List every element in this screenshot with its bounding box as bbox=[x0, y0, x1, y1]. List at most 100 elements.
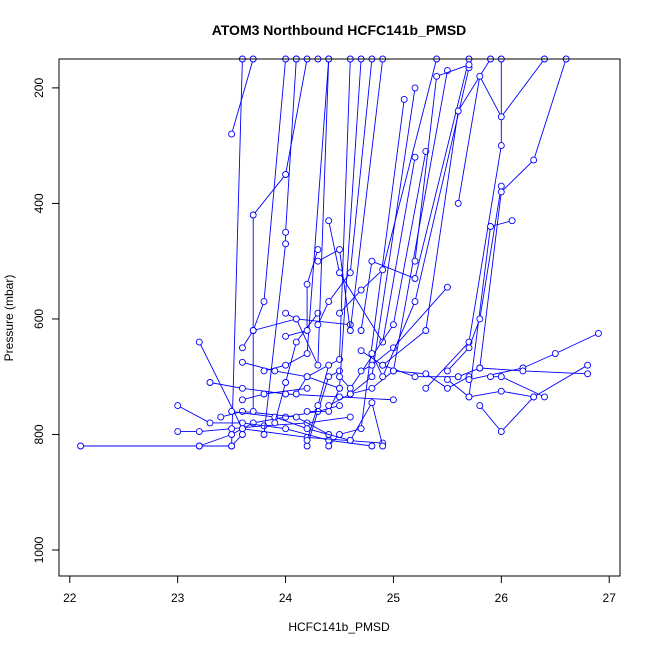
series-line bbox=[382, 58, 491, 366]
data-point bbox=[551, 350, 559, 358]
data-point bbox=[174, 428, 182, 436]
data-point bbox=[336, 384, 343, 392]
series-line bbox=[447, 186, 502, 372]
data-point bbox=[303, 425, 311, 433]
data-point bbox=[336, 309, 343, 317]
data-point bbox=[443, 283, 451, 291]
y-axis-label: Pressure (mbar) bbox=[2, 275, 16, 362]
series-29 bbox=[325, 153, 419, 346]
data-point bbox=[379, 442, 387, 450]
data-point bbox=[443, 384, 451, 392]
series-line bbox=[263, 58, 297, 435]
y-tick-label: 400 bbox=[32, 193, 46, 213]
series-line bbox=[360, 58, 470, 331]
data-point bbox=[411, 298, 419, 306]
series-6 bbox=[195, 431, 246, 450]
y-tick-label: 200 bbox=[32, 78, 46, 98]
plot-box bbox=[58, 58, 621, 577]
data-point bbox=[228, 431, 236, 438]
data-point bbox=[357, 347, 365, 355]
data-point bbox=[422, 370, 430, 378]
series-27 bbox=[325, 95, 408, 450]
data-point bbox=[497, 182, 505, 190]
data-point bbox=[357, 286, 365, 294]
series-38 bbox=[379, 55, 494, 369]
x-tick-label: 23 bbox=[171, 591, 185, 605]
data-point bbox=[314, 402, 322, 410]
data-point bbox=[368, 350, 376, 358]
data-point bbox=[325, 298, 333, 306]
series-line bbox=[177, 405, 372, 447]
data-point bbox=[314, 257, 322, 265]
data-point bbox=[389, 396, 397, 404]
series-line bbox=[468, 332, 599, 381]
data-point bbox=[357, 327, 365, 334]
series-49 bbox=[487, 373, 548, 401]
data-point bbox=[346, 327, 354, 334]
data-point bbox=[325, 436, 333, 444]
series-line bbox=[242, 318, 351, 349]
data-point bbox=[584, 361, 592, 369]
data-point bbox=[195, 428, 203, 436]
data-point bbox=[195, 338, 203, 346]
data-point bbox=[228, 442, 236, 450]
data-point bbox=[346, 269, 354, 277]
data-point bbox=[336, 269, 343, 277]
y-tick-label: 800 bbox=[32, 424, 46, 444]
data-point bbox=[292, 338, 300, 346]
data-point bbox=[454, 107, 462, 115]
data-point bbox=[476, 402, 484, 410]
series-15 bbox=[249, 55, 290, 334]
data-point bbox=[325, 361, 333, 369]
y-tick-label: 600 bbox=[32, 309, 46, 329]
data-point bbox=[282, 309, 290, 317]
series-11 bbox=[238, 384, 311, 404]
data-point bbox=[238, 344, 246, 352]
data-point bbox=[530, 393, 538, 401]
data-point bbox=[314, 361, 322, 369]
data-point bbox=[508, 217, 516, 225]
data-point bbox=[336, 246, 343, 254]
data-point bbox=[476, 315, 484, 323]
data-point bbox=[282, 332, 290, 340]
data-point bbox=[271, 419, 279, 427]
series-line bbox=[371, 67, 470, 378]
data-point bbox=[346, 413, 354, 421]
data-point bbox=[584, 370, 592, 378]
data-point bbox=[433, 72, 441, 80]
data-point bbox=[411, 153, 419, 161]
data-point bbox=[497, 142, 505, 150]
data-point bbox=[325, 442, 333, 450]
series-line bbox=[328, 87, 416, 406]
series-line bbox=[360, 286, 448, 372]
data-point bbox=[260, 367, 268, 375]
x-tick-label: 22 bbox=[63, 591, 77, 605]
data-point bbox=[195, 442, 203, 450]
data-point bbox=[217, 413, 225, 421]
series-line bbox=[393, 370, 470, 389]
series-line bbox=[306, 370, 340, 447]
data-point bbox=[282, 413, 290, 421]
data-point bbox=[357, 367, 365, 375]
series-line bbox=[425, 59, 502, 389]
data-point bbox=[292, 315, 300, 323]
series-43 bbox=[443, 182, 505, 375]
series-25 bbox=[314, 55, 376, 329]
x-tick-label: 25 bbox=[387, 591, 401, 605]
data-point bbox=[325, 217, 333, 225]
series-layer bbox=[77, 55, 602, 450]
data-point bbox=[389, 321, 397, 329]
data-point bbox=[314, 321, 322, 329]
data-point bbox=[346, 390, 354, 398]
series-line bbox=[198, 341, 383, 444]
x-axis-label: HCFC141b_PMSD bbox=[288, 620, 390, 634]
series-7 bbox=[206, 379, 397, 404]
data-point bbox=[303, 327, 311, 334]
data-point bbox=[497, 373, 505, 381]
data-point bbox=[314, 246, 322, 254]
data-point bbox=[238, 358, 246, 366]
series-31 bbox=[336, 55, 441, 317]
data-point bbox=[594, 329, 602, 337]
series-line bbox=[457, 58, 545, 204]
